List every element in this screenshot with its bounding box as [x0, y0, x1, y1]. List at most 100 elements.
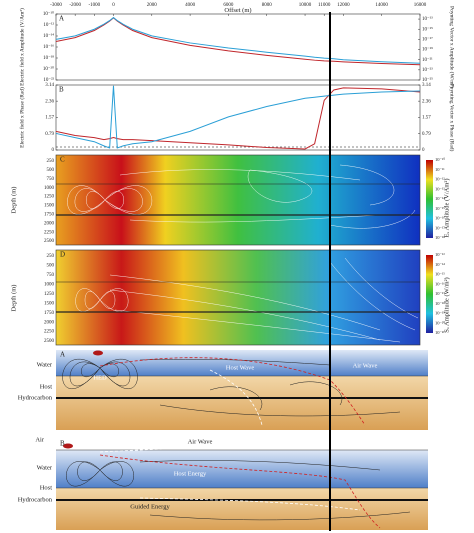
- layer-label: Host: [40, 383, 52, 390]
- y-tick-label: 750: [47, 177, 55, 182]
- colorbar-tick-label: 10⁻¹⁵: [435, 206, 445, 211]
- y-tick-label: 1750: [44, 311, 55, 316]
- field-lines: [66, 460, 411, 521]
- colorbar: [426, 160, 433, 238]
- y-tick-label: 2.36: [45, 99, 54, 104]
- wave-label: Host Energy: [174, 470, 207, 477]
- y-tick-label: 2500: [44, 239, 55, 244]
- x-tick-label: 12000: [337, 3, 350, 8]
- y-axis-label: Depth (m): [10, 285, 17, 312]
- y-tick-label: 0: [52, 148, 55, 153]
- layer-label: Water: [37, 464, 53, 471]
- wave-label: Host Wave: [226, 364, 255, 371]
- y2-axis-label: Poynting Vector x Phase (Rad): [449, 84, 456, 152]
- panel-letter: A: [59, 15, 64, 23]
- host-layer: [56, 376, 428, 430]
- air-layer: [56, 440, 428, 450]
- layer-label: Air: [35, 436, 45, 443]
- colorbar-tick-label: 10⁻¹⁶: [435, 281, 445, 286]
- panel-c: [55, 154, 433, 246]
- energy-path: [139, 497, 361, 511]
- y2-tick-label: 10⁻¹⁷: [422, 37, 433, 43]
- field-image: [55, 249, 421, 346]
- y-tick-label: 2000: [44, 221, 55, 226]
- colorbar-tick-label: 10⁻¹²: [435, 177, 445, 182]
- y2-tick-label: 1.57: [422, 116, 431, 121]
- y-axis-label: Electric field x Amplitude (V/Am²): [18, 8, 25, 86]
- x-tick-label: 10000: [299, 3, 312, 8]
- colorbar-tick-label: 10⁻¹⁶: [435, 216, 445, 221]
- series-line: [55, 17, 421, 66]
- layer-label: Hydrocarbon: [18, 496, 53, 503]
- y-tick-label: 0.79: [45, 132, 54, 137]
- y-tick-label: 500: [47, 264, 55, 269]
- x-tick-label: -3000: [50, 3, 62, 8]
- y-tick-label: 2250: [44, 230, 55, 235]
- y2-tick-label: 10⁻¹⁹: [422, 47, 433, 53]
- y-tick-label: 10⁻¹⁴: [43, 33, 54, 39]
- series-line: [55, 16, 421, 64]
- x-tick-label: 11000: [318, 3, 331, 8]
- host-layer: [56, 488, 428, 530]
- x-tick-label: -1000: [88, 3, 100, 8]
- x-tick-label: -2000: [69, 3, 81, 8]
- y-tick-label: 2250: [44, 330, 55, 335]
- y-tick-label: 2000: [44, 320, 55, 325]
- x-axis-label: Offset (m): [224, 7, 251, 14]
- plot-frame: [55, 13, 421, 81]
- y-axis-label: Electric field x Phase (Rad): [18, 87, 25, 148]
- field-image: [55, 154, 421, 246]
- y-tick-label: 250: [47, 159, 55, 164]
- y2-tick-label: 10⁻²³: [422, 67, 433, 73]
- layer-label: Hydrocarbon: [18, 394, 53, 401]
- y-tick-label: 10⁻¹²: [43, 22, 54, 28]
- colorbar: [426, 255, 433, 333]
- y-tick-label: 1500: [44, 204, 55, 209]
- colorbar-tick-label: 10⁻²¹: [435, 330, 445, 335]
- colorbar-tick-label: 10⁻¹⁰: [435, 157, 445, 162]
- colorbar-tick-label: 10⁻¹⁵: [435, 272, 445, 277]
- x-tick-label: 8000: [262, 3, 273, 8]
- colorbar-tick-label: 10⁻¹⁸: [435, 235, 445, 240]
- wave-label: Air Wave: [188, 438, 213, 445]
- y-axis-label: Depth (m): [10, 187, 17, 214]
- layer-label: Water: [37, 361, 53, 368]
- source-vessel: [93, 350, 103, 356]
- x-tick-label: 0: [112, 3, 115, 8]
- energy-path: [99, 446, 429, 453]
- y-tick-label: 1000: [44, 282, 55, 287]
- x-tick-label: 6000: [223, 3, 234, 8]
- y-tick-label: 10⁻¹⁰: [43, 11, 54, 17]
- panel-letter: D: [60, 251, 65, 259]
- y-tick-label: 1750: [44, 212, 55, 217]
- y-tick-label: 500: [47, 168, 55, 173]
- y-tick-label: 10⁻¹⁶: [43, 44, 54, 50]
- y2-axis-label: Poynting Vector x Amplitude (W/m²): [449, 6, 456, 88]
- energy-path: [209, 369, 263, 426]
- y2-tick-label: 10⁻²⁵: [422, 77, 433, 83]
- panel-letter: B: [60, 440, 65, 448]
- water-layer: [56, 350, 428, 376]
- colorbar-tick-label: 10⁻¹⁷: [435, 291, 445, 296]
- y-tick-label: 1.57: [45, 116, 54, 121]
- colorbar-tick-label: 10⁻¹⁹: [435, 311, 445, 316]
- x-tick-label: 14000: [375, 3, 388, 8]
- x-tick-label: 2000: [147, 3, 158, 8]
- colorbar-tick-label: 10⁻¹⁷: [435, 225, 445, 230]
- y-tick-label: 1000: [44, 186, 55, 191]
- colorbar-tick-label: 10⁻¹³: [435, 252, 445, 257]
- y-tick-label: 2500: [44, 339, 55, 344]
- y2-tick-label: 0.79: [422, 132, 431, 137]
- y-tick-label: 1250: [44, 195, 55, 200]
- y-tick-label: 1500: [44, 301, 55, 306]
- y-tick-label: 3.14: [45, 83, 54, 88]
- energy-path: [99, 357, 366, 426]
- y-tick-label: 10⁻¹⁸: [43, 55, 54, 61]
- layer-label: Host: [40, 484, 52, 491]
- colorbar-label: Sₓ Amplitude (W/m²): [443, 277, 450, 332]
- colorbar-tick-label: 10⁻¹³: [435, 186, 445, 191]
- y2-tick-label: 0: [422, 148, 425, 153]
- colorbar-tick-label: 10⁻¹⁴: [435, 262, 445, 267]
- y2-tick-label: 10⁻¹³: [422, 16, 433, 22]
- series-line: [55, 85, 421, 149]
